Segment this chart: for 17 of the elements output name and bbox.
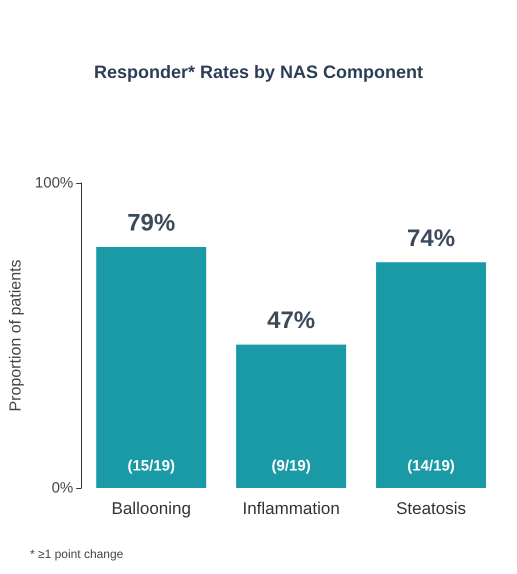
x-tick-label: Steatosis <box>396 499 466 518</box>
chart-title: Responder* Rates by NAS Component <box>94 62 424 82</box>
y-tick-label: 100% <box>34 174 74 192</box>
x-tick-label: Ballooning <box>112 499 191 518</box>
data-label: 74% <box>407 224 456 252</box>
bar <box>236 344 346 488</box>
data-label: 79% <box>127 210 176 237</box>
annotation: (15/19) <box>127 458 175 474</box>
data-label: 47% <box>267 307 316 334</box>
bar <box>376 262 486 488</box>
x-tick-label: Inflammation <box>242 499 340 518</box>
annotation: (14/19) <box>407 458 455 474</box>
y-axis-title: Proportion of patients <box>8 259 24 412</box>
annotation: (9/19) <box>272 458 311 474</box>
text: * ≥1 point change <box>30 547 124 561</box>
y-tick-label: 0% <box>52 480 74 496</box>
bar <box>96 247 206 488</box>
